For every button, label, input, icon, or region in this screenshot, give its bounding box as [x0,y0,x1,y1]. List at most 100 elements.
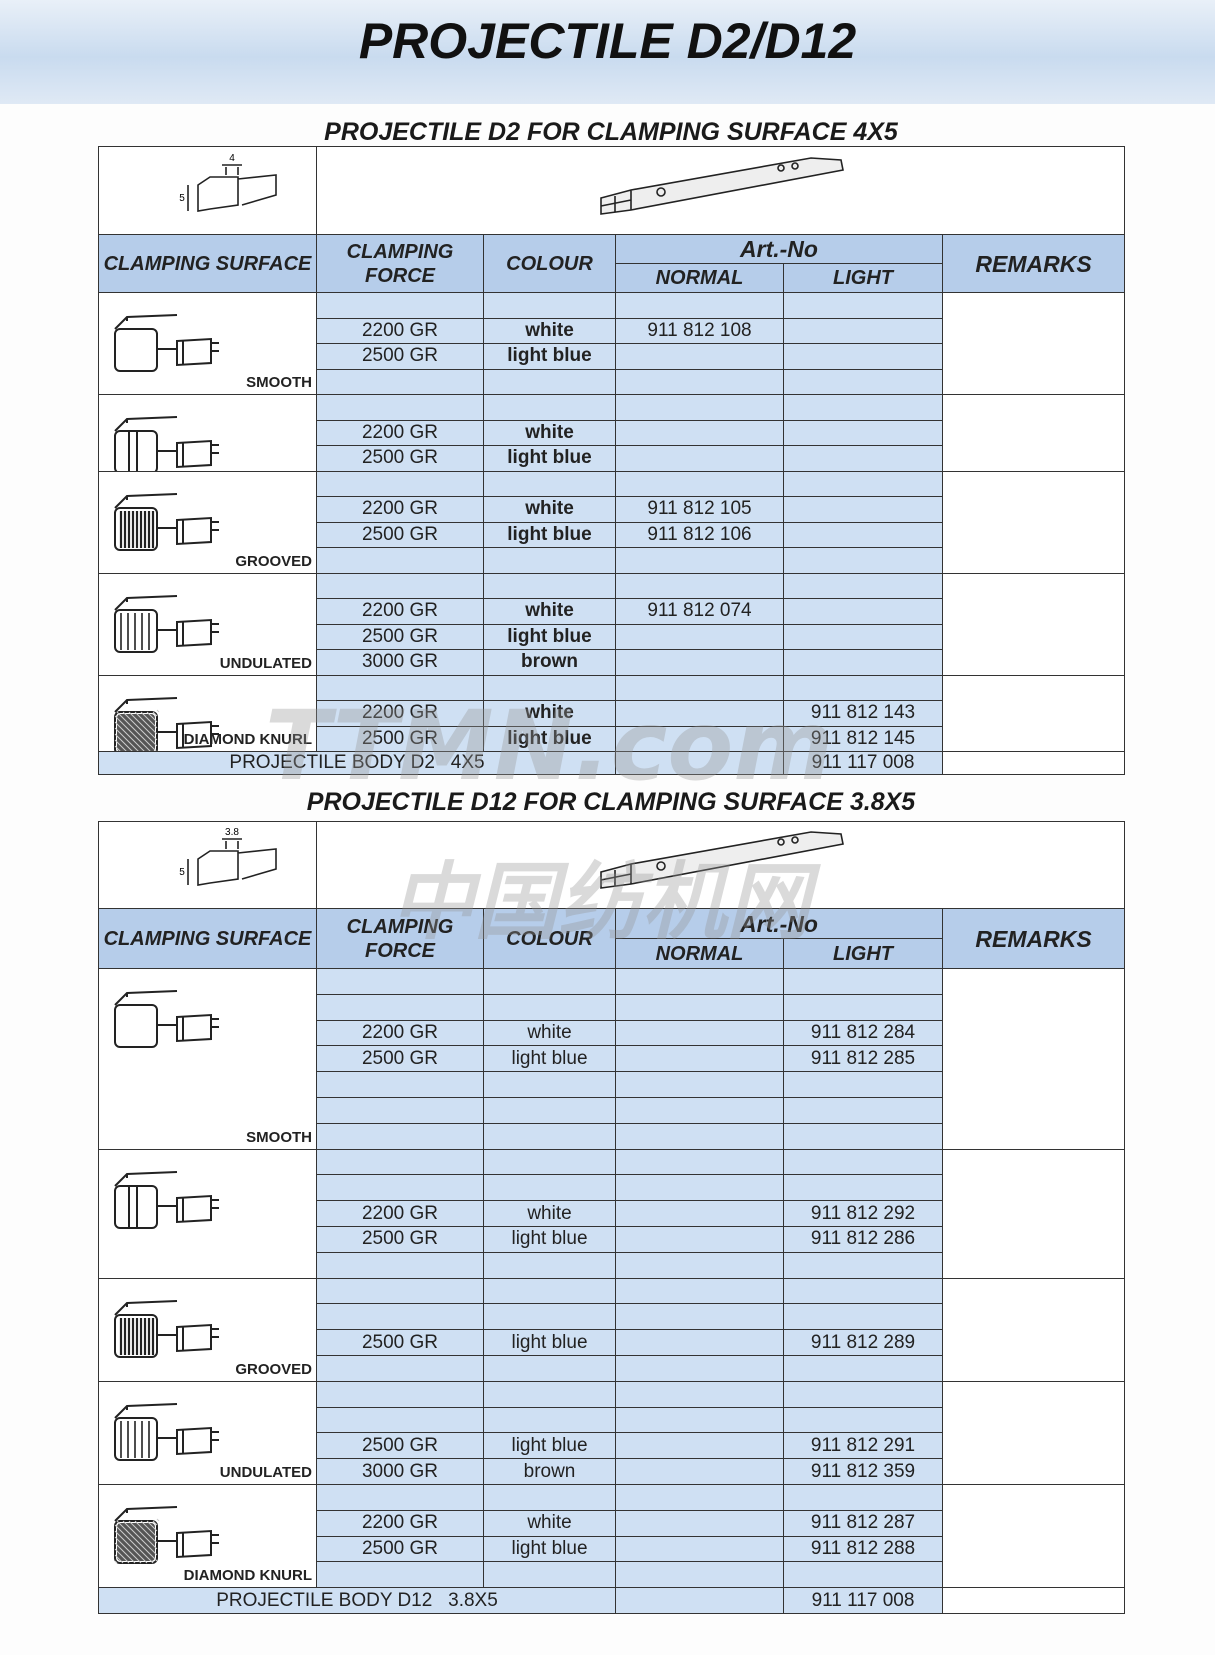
projectile-cell [315,821,1126,909]
surface-box: SMOOTH [100,294,316,394]
cell: 2500 GR [316,445,484,472]
header-cell: Art.-No [615,234,943,264]
icon-tail [157,337,219,367]
cell: light blue [483,1535,616,1563]
cell: 2200 GR [316,317,484,344]
cell [483,1122,616,1150]
surface-cell: DIAMOND KNURL [98,1483,317,1589]
surface-icon [114,314,219,372]
cell [615,1329,784,1356]
surface-box [100,395,316,471]
data-row: DIAMOND KNURL [98,674,1126,752]
data-row: SMOOTH [98,292,1126,395]
remarks-cell [941,968,1126,1150]
cell [783,419,943,446]
section-title: PROJECTILE D12 FOR CLAMPING SURFACE 3.8X… [306,788,916,816]
cell: white [483,700,616,727]
cell [483,1406,616,1434]
cell: 2500 GR [316,1329,484,1356]
remarks-cell [941,1277,1126,1382]
data-row [99,1251,1125,1279]
cell [316,368,484,395]
surface-label: UNDULATED [219,1463,312,1481]
icon-grooves [119,1317,155,1355]
cell [316,1380,484,1408]
icon-face [114,328,158,372]
table-body: 3.8 5 CLAMPING SURFACE CLAMPING FORCE COLOUR… [98,821,1126,1615]
dimension-label: 3.8 [225,827,239,838]
cell [615,343,784,370]
header-cell: LIGHT [783,263,943,293]
cell: 911 812 106 [615,521,784,548]
cell [615,1509,784,1537]
cell: 3000 GR [316,1458,484,1485]
surface-cell: UNDULATED [98,1380,317,1485]
cell [783,1071,943,1098]
surface-cell [98,394,317,472]
surface-icon [114,696,219,751]
cell [615,572,784,599]
data-row: 2500 GR light blue 911 812 289 [99,1329,1125,1356]
remarks-cell [941,572,1126,676]
header-cell: CLAMPING SURFACE [98,234,317,293]
surface-icon [114,416,219,471]
cell [316,1122,484,1150]
data-row: 2200 GR white 911 812 143 [99,700,1125,727]
cell [316,1303,484,1331]
cell [615,649,784,676]
icon-tail [157,1323,219,1352]
cell: 2500 GR [316,623,484,650]
cell [783,317,943,344]
surface-box: GROOVED [100,1279,316,1380]
cell [783,368,943,395]
header-cell: REMARKS [941,234,1126,293]
cell [783,1561,943,1589]
data-row: 2200 GR white [99,419,1125,446]
icon-grooves [120,612,150,650]
header-cell: LIGHT [783,938,943,969]
cell [783,343,943,370]
data-row: 2500 GR light blue [99,445,1125,472]
cell: 2200 GR [316,598,484,625]
header-row: CLAMPING SURFACE CLAMPING FORCE COLOUR Art.… [98,908,1126,969]
section-title: PROJECTILE D2 FOR CLAMPING SURFACE 4X5 [324,118,898,146]
surface-icon [114,1402,219,1461]
surface-cell: SMOOTH [98,292,317,395]
cell: 2500 GR [316,343,484,370]
data-row: 2200 GR white 911 812 074 [99,598,1125,625]
data-row: 2500 GR light blue [99,623,1125,650]
cell [316,1071,484,1098]
projectile-shape [599,831,844,889]
cell [316,572,484,599]
surface-icon [114,594,219,653]
cell: 2200 GR [316,1509,484,1537]
cell [615,470,784,497]
cell [783,598,943,625]
cell: light blue [483,445,616,472]
cell [483,1483,616,1511]
remarks-cell [941,1148,1126,1279]
data-row: SMOOTH [98,968,1126,1150]
body-row: PROJECTILE BODY D12 3.8X5 911 117 008 [98,1587,1126,1615]
cell [316,1354,484,1382]
cell [483,1277,616,1305]
dimension-label: 5 [179,193,185,204]
surface-icon [114,1299,219,1358]
data-row [98,394,1126,472]
cell [483,674,616,701]
title-band: PROJECTILE D2/D12 [0,0,1215,104]
surface-box: UNDULATED [100,574,316,674]
cell [316,394,484,421]
icon-outline [114,1170,178,1187]
cell: light blue [483,623,616,650]
cell [483,394,616,421]
data-row: 2500 GR light blue 911 812 106 [99,521,1125,548]
cell [483,1380,616,1408]
cell [483,993,616,1021]
cell [615,1045,784,1073]
cell [615,547,784,574]
article-table: 4 5 CLAMPING SURFACE CLAMPING FORCE COLOUR Ar… [98,146,1126,775]
icon-face [114,1004,158,1048]
cell [783,1277,943,1305]
remarks-cell [941,674,1126,752]
